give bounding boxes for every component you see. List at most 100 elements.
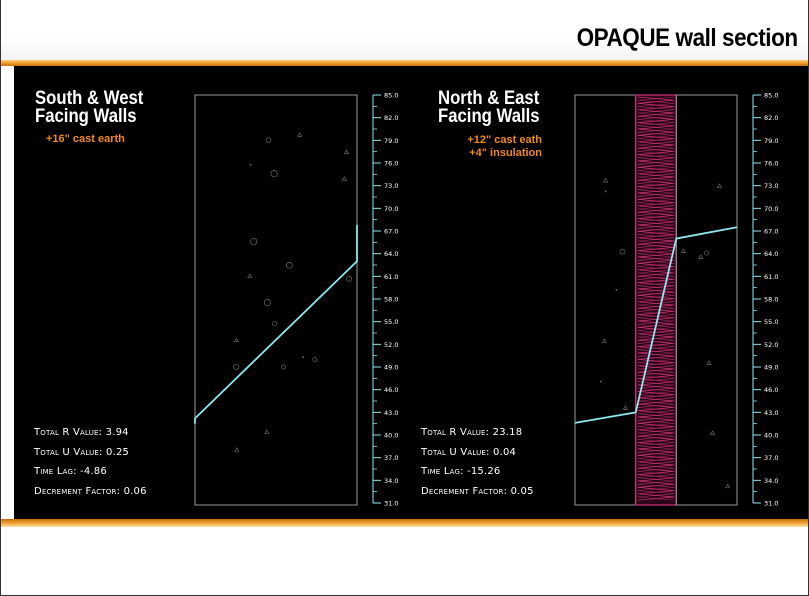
right-aggregate-triangle <box>680 248 686 253</box>
right-heading-line-1: North & East <box>438 88 540 109</box>
right-tick-label: 58.0 <box>764 296 778 304</box>
left-stat-decrement: Decrement Factor: 0.06 <box>34 485 147 497</box>
left-aggregate-triangle <box>341 176 347 181</box>
left-tick-label: 61.0 <box>384 273 398 281</box>
right-tick-label: 61.0 <box>764 273 778 281</box>
right-wall-layer-2 <box>675 94 738 506</box>
left-tick-label: 37.0 <box>384 454 398 462</box>
right-tick-label: 37.0 <box>764 454 778 462</box>
left-tick-label: 70.0 <box>384 205 398 213</box>
right-subtitle-line-1: +12" cast eath <box>467 134 542 146</box>
top-orange-band <box>1 60 808 66</box>
left-aggregate-dot <box>286 261 293 269</box>
right-wall-layer-0 <box>574 94 637 506</box>
right-tick-label: 73.0 <box>764 182 778 190</box>
left-stat-time-lag: Time Lag: -4.86 <box>34 466 107 477</box>
left-aggregate-triangle <box>247 273 253 278</box>
slide-title: OPAQUE wall section <box>576 24 799 52</box>
left-tick-label: 67.0 <box>384 228 398 236</box>
right-tick-label: 85.0 <box>764 92 778 100</box>
right-temperature-line <box>574 226 738 424</box>
left-aggregate-dot <box>312 357 318 363</box>
left-tick-label: 40.0 <box>384 432 398 440</box>
right-aggregate-triangle <box>601 338 607 343</box>
right-tick-label: 64.0 <box>764 250 778 258</box>
right-aggregate-triangle <box>716 183 723 188</box>
right-aggregate-triangle <box>603 177 609 183</box>
right-aggregate-triangle <box>698 254 704 259</box>
right-insulation-hatch <box>637 96 675 501</box>
right-stats: Total R Value: 23.18 Total U Value: 0.04… <box>421 423 534 501</box>
right-aggregate-triangle <box>709 430 716 435</box>
right-stat-time-lag: Time Lag: -15.26 <box>421 466 501 477</box>
bottom-orange-band <box>1 519 808 527</box>
left-tick-label: 64.0 <box>384 250 398 258</box>
left-aggregate-triangle <box>264 429 270 434</box>
left-tick-label: 43.0 <box>384 409 398 417</box>
left-aggregate-dot <box>264 299 271 306</box>
left-aggregate-dot <box>345 275 352 282</box>
left-aggregate-dot <box>281 364 286 370</box>
right-subtitle-line-2: +4" insulation <box>469 147 542 159</box>
left-aggregate-triangle <box>233 337 240 343</box>
left-tick-label: 52.0 <box>384 341 398 349</box>
right-aggregate-speck <box>615 288 618 291</box>
left-subtitle-line-1: +16" cast earth <box>46 133 125 145</box>
left-aggregate-triangle <box>297 132 303 137</box>
left-tick-label: 76.0 <box>384 160 398 168</box>
left-aggregate-speck <box>249 164 252 166</box>
left-aggregate-dot <box>270 170 278 178</box>
slide-header: OPAQUE wall section <box>1 0 808 62</box>
left-heading: South & West Facing Walls <box>35 88 144 127</box>
left-aggregate-dot <box>233 364 240 371</box>
right-insulation-hatch-2 <box>637 96 675 501</box>
left-aggregate-triangle <box>343 149 350 154</box>
right-tick-label: 55.0 <box>764 318 778 326</box>
right-tick-label: 40.0 <box>764 432 778 440</box>
right-heading-line-2: Facing Walls <box>438 106 540 127</box>
right-tick-label: 67.0 <box>764 228 778 236</box>
right-aggregate-speck <box>604 190 607 193</box>
right-tick-label: 43.0 <box>764 409 778 417</box>
left-stats: Total R Value: 3.94 Total U Value: 0.25 … <box>34 423 147 501</box>
right-tick-label: 46.0 <box>764 386 778 394</box>
left-stat-r-value: Total R Value: 3.94 <box>34 427 129 438</box>
left-aggregate-dot <box>272 321 278 327</box>
left-tick-label: 46.0 <box>384 386 398 394</box>
left-heading-line-1: South & West <box>35 88 144 109</box>
right-subtitle: +12" cast eath +4" insulation <box>440 134 542 160</box>
left-aggregate-dot <box>265 137 272 143</box>
left-tick-label: 82.0 <box>384 114 398 122</box>
left-tick-label: 73.0 <box>384 182 398 190</box>
left-tick-label: 49.0 <box>384 364 398 372</box>
left-tick-label: 34.0 <box>384 477 398 485</box>
right-aggregate-dot <box>704 250 710 256</box>
left-aggregate-speck <box>302 356 305 359</box>
right-tick-label: 79.0 <box>764 137 778 145</box>
left-tick-label: 31.0 <box>384 500 398 508</box>
right-aggregate-dot <box>619 248 626 255</box>
left-wall-layer-0 <box>194 94 358 506</box>
right-tick-label: 82.0 <box>764 114 778 122</box>
right-heading: North & East Facing Walls <box>438 88 540 127</box>
right-aggregate-triangle <box>622 405 628 410</box>
left-tick-label: 55.0 <box>384 318 398 326</box>
right-tick-label: 52.0 <box>764 341 778 349</box>
left-heading-line-2: Facing Walls <box>35 106 137 127</box>
left-aggregate-dot <box>250 237 258 246</box>
right-tick-label: 76.0 <box>764 160 778 168</box>
right-tick-label: 31.0 <box>764 500 778 508</box>
left-subtitle: +16" cast earth <box>46 133 125 146</box>
right-tick-label: 34.0 <box>764 477 778 485</box>
right-aggregate-speck <box>600 380 602 383</box>
left-stat-u-value: Total U Value: 0.25 <box>34 446 130 458</box>
right-tick-label: 70.0 <box>764 205 778 213</box>
left-temperature-line <box>194 224 358 424</box>
left-tick-label: 79.0 <box>384 137 398 145</box>
right-stat-decrement: Decrement Factor: 0.05 <box>421 485 534 497</box>
right-aggregate-triangle <box>706 360 712 365</box>
left-tick-label: 58.0 <box>384 296 398 304</box>
right-stat-u-value: Total U Value: 0.04 <box>421 446 517 458</box>
left-aggregate-triangle <box>234 447 240 452</box>
